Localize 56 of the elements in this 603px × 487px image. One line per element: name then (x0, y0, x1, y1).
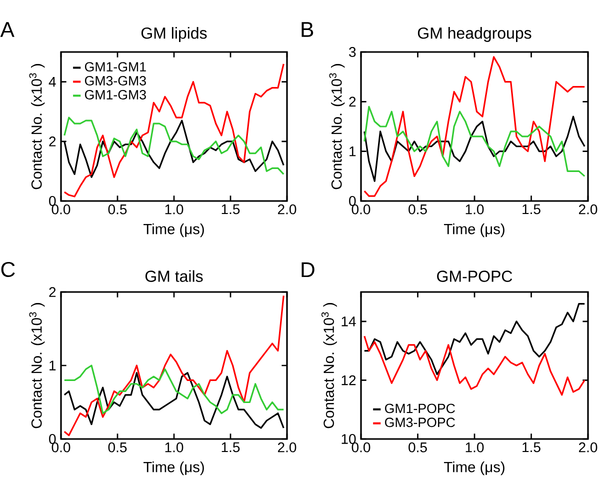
x-tick-label: 1.5 (522, 204, 540, 214)
x-tick-label: 2.0 (278, 204, 296, 214)
y-axis-title: Contact No. (x10$^{3}$ ) (321, 303, 337, 428)
y-tick-label: 2 (49, 136, 56, 146)
x-tick-label: 0.0 (52, 204, 70, 214)
text: C (1, 262, 15, 278)
y-tick-label: 3 (349, 47, 356, 57)
y-tick-label: 2 (349, 96, 356, 107)
chart-title: GM-POPC (437, 270, 512, 282)
y-tick-label: 1 (50, 360, 56, 370)
text: A (0, 22, 14, 37)
x-tick-label: 2.0 (578, 442, 598, 452)
y-axis-title: Contact No. (x10$^{3}$ ) (29, 64, 45, 190)
chart-title: GM headgroups (418, 27, 532, 42)
x-axis-title: Time (μs) (444, 461, 504, 476)
x-tick-label: 1.5 (222, 204, 240, 214)
legend-label: GM1-GM1 (84, 62, 146, 72)
legend-label: GM1-POPC (385, 404, 455, 414)
y-tick-label: 0 (349, 196, 356, 206)
x-tick-label: 1.5 (522, 442, 540, 452)
x-axis-title: Time (μs) (144, 461, 204, 476)
x-tick-label: 1.0 (165, 204, 184, 214)
line-series (364, 335, 586, 396)
text: D (302, 262, 314, 278)
x-tick-label: 2.0 (278, 442, 296, 452)
x-tick-label: 1.0 (466, 442, 484, 452)
text: B (302, 22, 314, 37)
chart-title: GM tails (145, 270, 203, 282)
x-tick-label: 1.5 (222, 442, 240, 452)
x-tick-label: 1.0 (165, 442, 184, 452)
x-tick-label: 0.5 (108, 442, 127, 452)
legend-label: GM3-POPC (385, 418, 455, 428)
y-tick-label: 10 (342, 434, 356, 444)
x-tick-label: 1.0 (466, 204, 484, 214)
x-axis-title: Time (μs) (444, 223, 504, 238)
y-tick-label: 14 (342, 316, 356, 326)
y-tick-label: 4 (48, 77, 56, 87)
y-tick-label: 12 (342, 375, 356, 386)
x-tick-label: 0.5 (408, 442, 427, 452)
y-tick-label: 1 (350, 146, 356, 156)
x-tick-label: 0.5 (408, 204, 427, 214)
x-tick-label: 0.0 (352, 442, 370, 452)
y-tick-label: 0 (49, 196, 56, 206)
y-tick-label: 2 (49, 287, 56, 297)
x-tick-label: 0.0 (52, 442, 70, 452)
legend-label: GM1-GM3 (84, 90, 146, 100)
x-tick-label: 0.0 (352, 204, 370, 214)
y-axis-title: Contact No. (x10$^{3}$ ) (29, 303, 45, 428)
y-axis-title: Contact No. (x10$^{3}$ ) (329, 64, 345, 190)
chart-title: GM lipids (141, 27, 207, 42)
legend-label: GM3-GM3 (84, 76, 146, 86)
x-tick-label: 0.5 (108, 204, 127, 214)
x-axis-title: Time (μs) (144, 223, 204, 238)
x-tick-label: 2.0 (578, 204, 598, 214)
y-tick-label: 0 (49, 434, 56, 444)
line-series (64, 63, 284, 198)
